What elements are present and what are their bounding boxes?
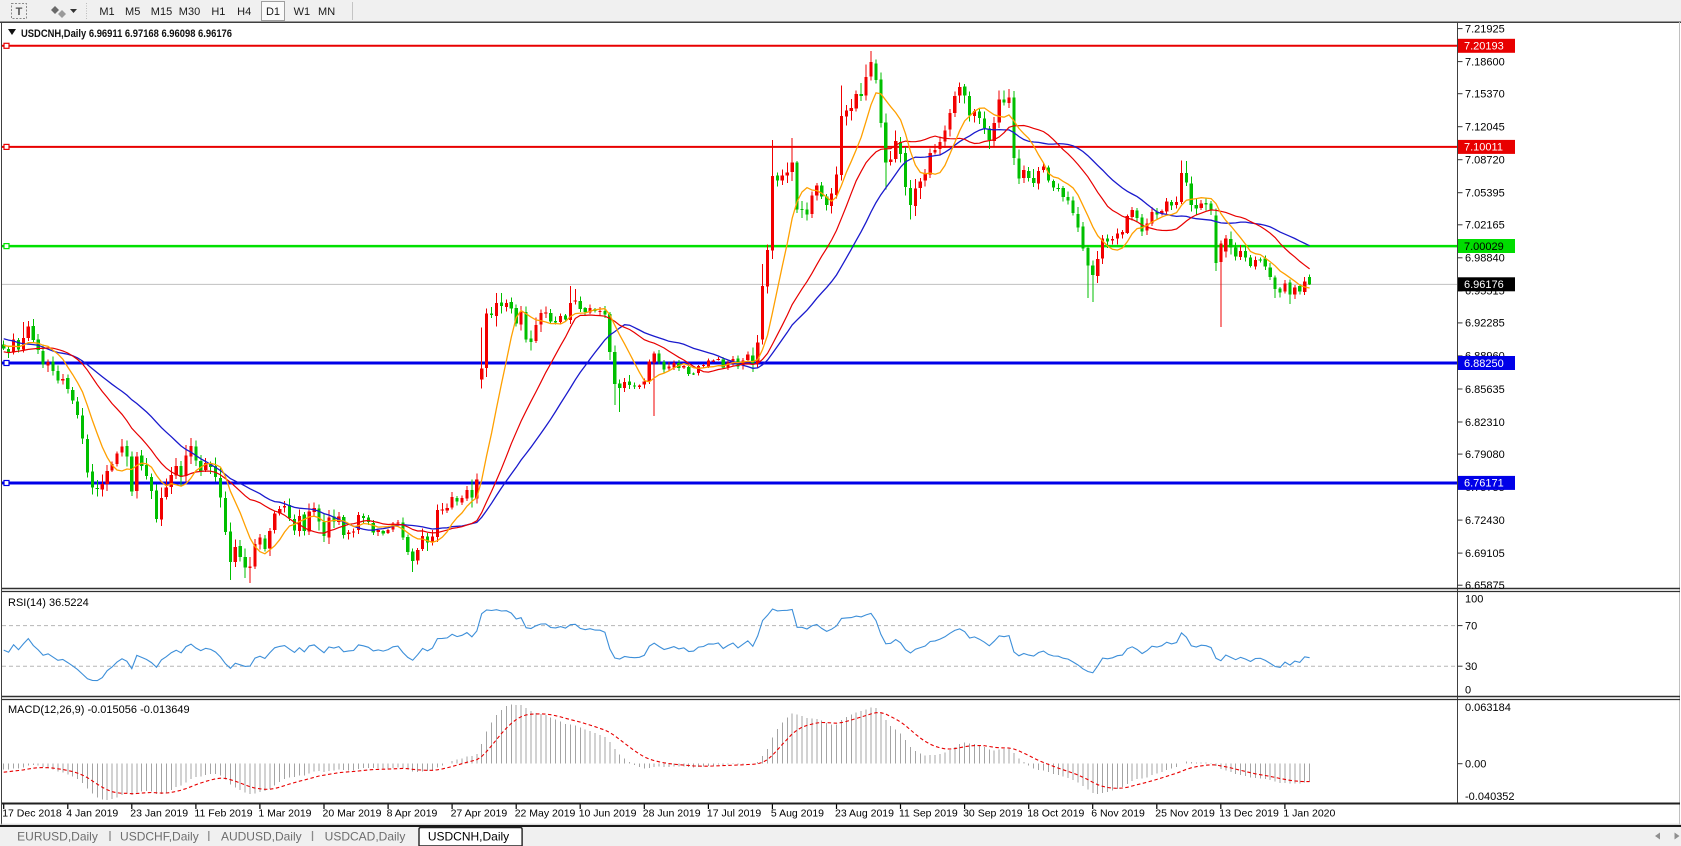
svg-text:6.88250: 6.88250 — [1464, 358, 1504, 370]
svg-text:6 Nov 2019: 6 Nov 2019 — [1091, 808, 1145, 820]
svg-text:6.82310: 6.82310 — [1465, 417, 1505, 429]
svg-text:H1: H1 — [211, 6, 225, 18]
svg-text:6.92285: 6.92285 — [1465, 318, 1505, 330]
svg-text:17 Dec 2018: 17 Dec 2018 — [2, 808, 62, 820]
svg-text:6.85635: 6.85635 — [1465, 384, 1505, 396]
svg-text:7.18600: 7.18600 — [1465, 56, 1505, 68]
svg-text:USDCAD,Daily: USDCAD,Daily — [325, 830, 406, 844]
svg-text:6.65875: 6.65875 — [1465, 580, 1505, 592]
svg-text:6.72430: 6.72430 — [1465, 515, 1505, 527]
svg-text:25 Nov 2019: 25 Nov 2019 — [1155, 808, 1215, 820]
svg-text:6.69105: 6.69105 — [1465, 548, 1505, 560]
svg-text:AUDUSD,Daily: AUDUSD,Daily — [221, 830, 302, 844]
svg-text:18 Oct 2019: 18 Oct 2019 — [1027, 808, 1084, 820]
svg-text:30 Sep 2019: 30 Sep 2019 — [963, 808, 1023, 820]
svg-text:MACD(12,26,9) -0.015056 -0.013: MACD(12,26,9) -0.015056 -0.013649 — [8, 704, 190, 716]
svg-text:7.05395: 7.05395 — [1465, 188, 1505, 200]
svg-text:28 Jun 2019: 28 Jun 2019 — [643, 808, 701, 820]
svg-text:17 Jul 2019: 17 Jul 2019 — [707, 808, 761, 820]
svg-text:USDCNH,Daily: USDCNH,Daily — [428, 830, 509, 844]
svg-text:0.00: 0.00 — [1465, 759, 1486, 771]
svg-text:11 Sep 2019: 11 Sep 2019 — [899, 808, 958, 820]
svg-text:7.02165: 7.02165 — [1465, 220, 1505, 232]
svg-text:5 Aug 2019: 5 Aug 2019 — [771, 808, 824, 820]
svg-text:8 Apr 2019: 8 Apr 2019 — [387, 808, 438, 820]
svg-text:6.96176: 6.96176 — [1464, 279, 1504, 291]
svg-text:1 Mar 2019: 1 Mar 2019 — [258, 808, 311, 820]
svg-text:-0.040352: -0.040352 — [1465, 791, 1515, 803]
svg-text:H4: H4 — [237, 6, 251, 18]
svg-text:6.76171: 6.76171 — [1464, 478, 1504, 490]
svg-text:RSI(14) 36.5224: RSI(14) 36.5224 — [8, 597, 89, 609]
svg-text:M5: M5 — [125, 6, 140, 18]
svg-text:13 Dec 2019: 13 Dec 2019 — [1219, 808, 1279, 820]
svg-text:7.20193: 7.20193 — [1464, 41, 1504, 53]
svg-text:22 May 2019: 22 May 2019 — [515, 808, 576, 820]
svg-text:M15: M15 — [151, 6, 172, 18]
svg-text:23 Jan 2019: 23 Jan 2019 — [130, 808, 188, 820]
svg-text:USDCHF,Daily: USDCHF,Daily — [120, 830, 199, 844]
svg-text:7.21925: 7.21925 — [1465, 23, 1505, 35]
svg-text:7.15370: 7.15370 — [1465, 89, 1505, 101]
svg-text:7.10011: 7.10011 — [1464, 142, 1503, 154]
svg-text:0.063184: 0.063184 — [1465, 702, 1511, 714]
svg-text:11 Feb 2019: 11 Feb 2019 — [194, 808, 252, 820]
svg-text:0: 0 — [1465, 685, 1471, 697]
svg-text:7.12045: 7.12045 — [1465, 122, 1505, 134]
svg-text:70: 70 — [1465, 620, 1477, 632]
svg-text:4 Jan 2019: 4 Jan 2019 — [66, 808, 118, 820]
svg-text:20 Mar 2019: 20 Mar 2019 — [323, 808, 382, 820]
svg-text:6.79080: 6.79080 — [1465, 449, 1505, 461]
svg-text:6.98840: 6.98840 — [1465, 253, 1505, 265]
svg-text:MN: MN — [318, 6, 335, 18]
svg-text:27 Apr 2019: 27 Apr 2019 — [451, 808, 508, 820]
svg-text:M1: M1 — [99, 6, 114, 18]
svg-text:23 Aug 2019: 23 Aug 2019 — [835, 808, 894, 820]
svg-text:M30: M30 — [179, 6, 200, 18]
svg-text:7.08720: 7.08720 — [1465, 155, 1505, 167]
svg-text:D1: D1 — [266, 6, 280, 18]
svg-text:7.00029: 7.00029 — [1464, 241, 1504, 253]
svg-text:T: T — [16, 6, 23, 18]
svg-text:EURUSD,Daily: EURUSD,Daily — [17, 830, 98, 844]
svg-text:30: 30 — [1465, 661, 1477, 673]
svg-text:1 Jan 2020: 1 Jan 2020 — [1283, 808, 1335, 820]
svg-text:100: 100 — [1465, 594, 1483, 606]
svg-text:10 Jun 2019: 10 Jun 2019 — [579, 808, 637, 820]
svg-text:USDCNH,Daily 6.96911 6.97168: USDCNH,Daily 6.96911 6.97168 6.96098 6.9… — [21, 28, 232, 40]
svg-text:W1: W1 — [294, 6, 311, 18]
